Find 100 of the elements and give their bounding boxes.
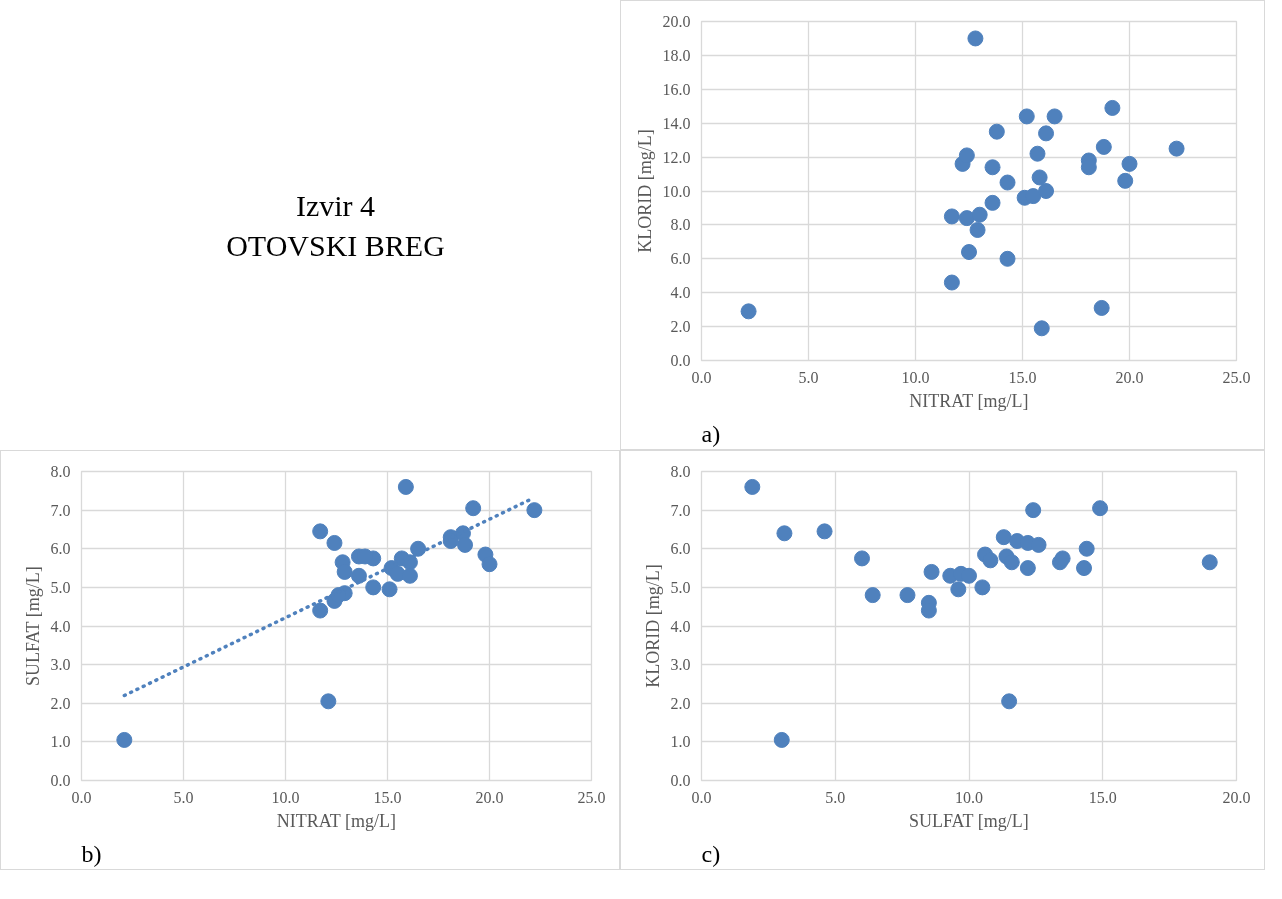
y-tick-label: 2.0 [670, 694, 691, 712]
x-tick-label: 5.0 [173, 788, 194, 806]
point [1030, 536, 1047, 553]
y-tick-label: 7.0 [50, 501, 71, 519]
x-tick-label: 5.0 [825, 788, 846, 806]
y-tick-label: 4.0 [670, 284, 691, 302]
point [776, 525, 793, 542]
x-tick-label: 25.0 [577, 788, 606, 806]
y-tick-label: 20.0 [662, 13, 691, 30]
point [1025, 188, 1042, 205]
point [740, 303, 757, 320]
y-tick-label: 6.0 [670, 540, 691, 558]
point [320, 693, 337, 710]
y-tick-label: 0.0 [50, 772, 71, 789]
point [526, 502, 543, 519]
point [943, 208, 960, 225]
point [995, 529, 1012, 546]
text: Izvir 4 [295, 189, 376, 223]
point [326, 534, 343, 551]
y-tick-label: 18.0 [662, 46, 691, 64]
point [365, 579, 382, 596]
point [988, 123, 1005, 140]
point [336, 563, 353, 580]
point [397, 478, 414, 495]
point [744, 478, 761, 495]
y-tick-label: 5.0 [670, 578, 691, 596]
point [312, 523, 329, 540]
x-tick-label: 10.0 [955, 788, 983, 806]
point [1001, 693, 1018, 710]
point [1078, 540, 1095, 557]
y-tick-label: 10.0 [662, 182, 691, 200]
x-tick-label: 20.0 [475, 788, 504, 806]
point [1029, 145, 1046, 162]
x-tick-label: 10.0 [901, 368, 930, 386]
point [1095, 138, 1112, 155]
y-tick-label: 6.0 [50, 540, 71, 558]
point [923, 563, 940, 580]
point [116, 731, 133, 748]
point [1117, 172, 1134, 189]
y-tick-label: 6.0 [670, 250, 691, 268]
y-tick-label: 4.0 [670, 617, 691, 635]
point [974, 579, 991, 596]
point [999, 250, 1016, 267]
point [1104, 99, 1121, 116]
x-tick-label: 15.0 [373, 788, 402, 806]
point [312, 602, 329, 619]
text: c) [701, 840, 721, 867]
y-tick-label: 5.0 [50, 578, 71, 596]
x-tick-label: 10.0 [271, 788, 300, 806]
x-tick-label: 20.0 [1115, 368, 1144, 386]
point [816, 523, 833, 540]
point [1018, 108, 1035, 125]
y-axis-title: SULFAT [mg/L] [22, 566, 43, 687]
point [1038, 183, 1055, 199]
y-tick-label: 8.0 [670, 216, 691, 234]
point [961, 567, 977, 584]
x-tick-label: 0.0 [691, 368, 712, 386]
point [958, 210, 975, 227]
point [1038, 125, 1055, 142]
y-tick-label: 16.0 [662, 80, 691, 98]
point [457, 536, 474, 553]
point [899, 587, 916, 604]
point [773, 731, 790, 748]
point [481, 556, 498, 573]
text: b) [81, 840, 102, 867]
y-tick-label: 14.0 [662, 114, 691, 132]
x-tick-label: 0.0 [691, 788, 712, 806]
x-tick-label: 15.0 [1088, 788, 1117, 806]
point [1201, 554, 1218, 571]
point [1025, 502, 1042, 519]
x-axis-title: NITRAT [mg/L] [276, 810, 396, 831]
point [854, 550, 870, 567]
point [381, 581, 398, 598]
y-tick-label: 3.0 [670, 656, 691, 674]
point [1168, 140, 1185, 157]
point [1046, 108, 1063, 125]
point [465, 500, 482, 517]
point [1003, 554, 1020, 571]
point [984, 159, 1001, 176]
y-axis-title: KLORID [mg/L] [634, 129, 655, 253]
point [1019, 560, 1036, 577]
point [967, 30, 984, 47]
x-tick-label: 15.0 [1008, 368, 1037, 386]
y-tick-label: 1.0 [670, 733, 691, 751]
y-tick-label: 0.0 [670, 352, 691, 369]
point [350, 567, 367, 584]
point [410, 540, 427, 557]
y-tick-label: 8.0 [50, 463, 71, 480]
point [950, 581, 967, 598]
point [1054, 550, 1071, 567]
x-axis-title: NITRAT [mg/L] [909, 390, 1029, 411]
point [943, 274, 960, 291]
point [1121, 155, 1138, 172]
point [961, 244, 977, 261]
x-tick-label: 20.0 [1222, 788, 1251, 806]
point [401, 567, 418, 584]
y-tick-label: 8.0 [670, 463, 691, 480]
y-tick-label: 4.0 [50, 617, 71, 635]
y-axis-title: KLORID [mg/L] [642, 564, 663, 688]
x-tick-label: 5.0 [798, 368, 819, 386]
